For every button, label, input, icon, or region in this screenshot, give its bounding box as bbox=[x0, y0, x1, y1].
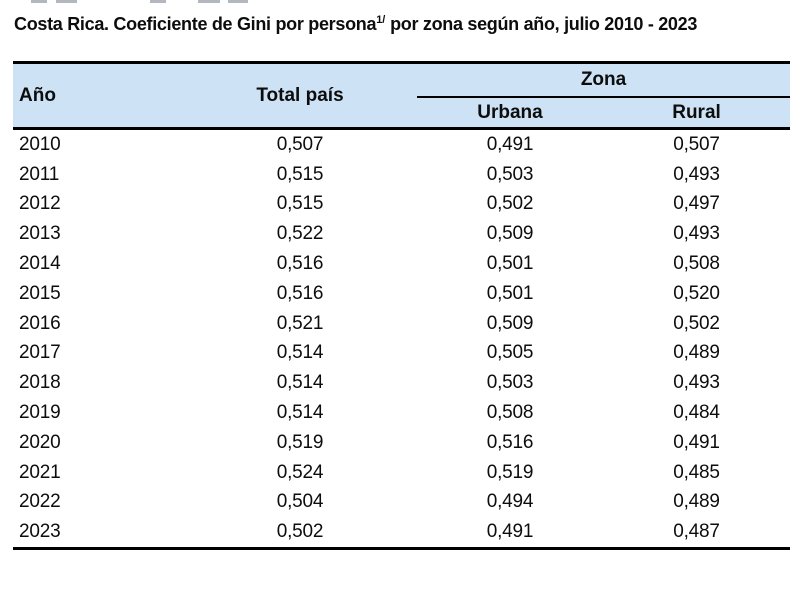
cell-urbana: 0,501 bbox=[486, 253, 534, 275]
table-row: 2018 0,514 0,503 0,493 bbox=[13, 368, 790, 398]
table-row: 2016 0,521 0,509 0,502 bbox=[13, 309, 790, 339]
cell-total: 0,514 bbox=[276, 402, 324, 424]
cell-rural: 0,487 bbox=[673, 521, 720, 543]
table-row: 2012 0,515 0,502 0,497 bbox=[13, 190, 790, 220]
table-row: 2023 0,502 0,491 0,487 bbox=[13, 517, 790, 548]
cell-total: 0,504 bbox=[276, 491, 324, 513]
gini-table-header: Año Total país Zona Urbana Rural bbox=[13, 62, 791, 130]
cell-total: 0,516 bbox=[276, 282, 324, 304]
cell-urbana: 0,519 bbox=[486, 461, 534, 483]
cell-rural: 0,508 bbox=[673, 253, 720, 275]
cell-urbana: 0,505 bbox=[486, 342, 534, 364]
cell-total: 0,502 bbox=[276, 521, 324, 543]
table-row: 2015 0,516 0,501 0,520 bbox=[13, 279, 790, 309]
table-row: 2022 0,504 0,494 0,489 bbox=[13, 488, 790, 518]
column-header-rural: Rural bbox=[603, 97, 791, 130]
cell-rural: 0,493 bbox=[673, 163, 720, 185]
cell-year: 2013 bbox=[19, 223, 61, 245]
cell-rural: 0,489 bbox=[673, 491, 720, 513]
cell-urbana: 0,502 bbox=[486, 193, 534, 215]
cell-rural: 0,520 bbox=[673, 282, 720, 304]
table-row: 2019 0,514 0,508 0,484 bbox=[13, 398, 790, 428]
table-row: 2013 0,522 0,509 0,493 bbox=[13, 219, 790, 249]
cell-year: 2010 bbox=[19, 133, 61, 155]
table-row: 2021 0,524 0,519 0,485 bbox=[13, 458, 790, 488]
cell-year: 2012 bbox=[19, 193, 61, 215]
column-header-urbana: Urbana bbox=[417, 97, 603, 130]
cell-year: 2018 bbox=[19, 372, 61, 394]
title-footnote-marker: 1/ bbox=[376, 14, 386, 26]
cell-total: 0,522 bbox=[276, 223, 324, 245]
title-text-suffix: por zona según año, julio 2010 - 2023 bbox=[385, 14, 698, 34]
table-title: Costa Rica. Coeficiente de Gini por pers… bbox=[14, 14, 792, 35]
table-row: 2010 0,507 0,491 0,507 bbox=[13, 129, 790, 160]
cell-year: 2017 bbox=[19, 342, 61, 364]
cell-rural: 0,493 bbox=[673, 223, 720, 245]
cell-urbana: 0,494 bbox=[486, 491, 534, 513]
gini-table-body: 2010 0,507 0,491 0,507 2011 0,515 0,503 0,493 20… bbox=[13, 129, 790, 549]
column-header-year: Año bbox=[13, 62, 183, 130]
cell-total: 0,514 bbox=[276, 372, 324, 394]
cell-rural: 0,491 bbox=[673, 431, 720, 453]
column-header-total: Total país bbox=[183, 62, 417, 130]
title-text-prefix: Costa Rica. Coeficiente de Gini por pers… bbox=[14, 14, 377, 34]
cell-year: 2015 bbox=[19, 282, 61, 304]
cell-rural: 0,507 bbox=[673, 133, 720, 155]
cell-total: 0,519 bbox=[276, 431, 324, 453]
cell-rural: 0,493 bbox=[673, 372, 720, 394]
column-group-header-zona: Zona bbox=[417, 62, 791, 98]
cell-urbana: 0,491 bbox=[486, 133, 534, 155]
cell-total: 0,515 bbox=[276, 163, 324, 185]
cell-year: 2022 bbox=[19, 491, 61, 513]
cell-rural: 0,485 bbox=[673, 461, 720, 483]
cell-total: 0,516 bbox=[276, 253, 324, 275]
cell-year: 2016 bbox=[19, 312, 61, 334]
table-footnote: 1/ Para este cálculo las personas son or… bbox=[13, 556, 791, 611]
cell-urbana: 0,509 bbox=[486, 223, 534, 245]
table-row: 2011 0,515 0,503 0,493 bbox=[13, 160, 790, 190]
cell-year: 2020 bbox=[19, 431, 61, 453]
cell-urbana: 0,491 bbox=[486, 521, 534, 543]
gini-table: Año Total país Zona Urbana Rural 2010 0,5… bbox=[13, 61, 791, 551]
cell-total: 0,507 bbox=[276, 133, 324, 155]
cell-year: 2021 bbox=[19, 461, 61, 483]
cell-total: 0,524 bbox=[276, 461, 324, 483]
cell-urbana: 0,501 bbox=[486, 282, 534, 304]
table-row: 2017 0,514 0,505 0,489 bbox=[13, 339, 790, 369]
cell-urbana: 0,508 bbox=[486, 402, 534, 424]
cell-urbana: 0,509 bbox=[486, 312, 534, 334]
cell-urbana: 0,503 bbox=[486, 163, 534, 185]
cell-total: 0,521 bbox=[276, 312, 324, 334]
cell-total: 0,515 bbox=[276, 193, 324, 215]
cell-urbana: 0,503 bbox=[486, 372, 534, 394]
cell-year: 2023 bbox=[19, 521, 61, 543]
cell-total: 0,514 bbox=[276, 342, 324, 364]
cell-year: 2011 bbox=[19, 163, 60, 185]
cell-rural: 0,502 bbox=[673, 312, 720, 334]
cell-year: 2014 bbox=[19, 253, 61, 275]
cell-rural: 0,484 bbox=[673, 402, 720, 424]
cell-rural: 0,497 bbox=[673, 193, 720, 215]
cell-urbana: 0,516 bbox=[486, 431, 534, 453]
cell-year: 2019 bbox=[19, 402, 61, 424]
table-row: 2020 0,519 0,516 0,491 bbox=[13, 428, 790, 458]
cell-rural: 0,489 bbox=[673, 342, 720, 364]
table-row: 2014 0,516 0,501 0,508 bbox=[13, 249, 790, 279]
